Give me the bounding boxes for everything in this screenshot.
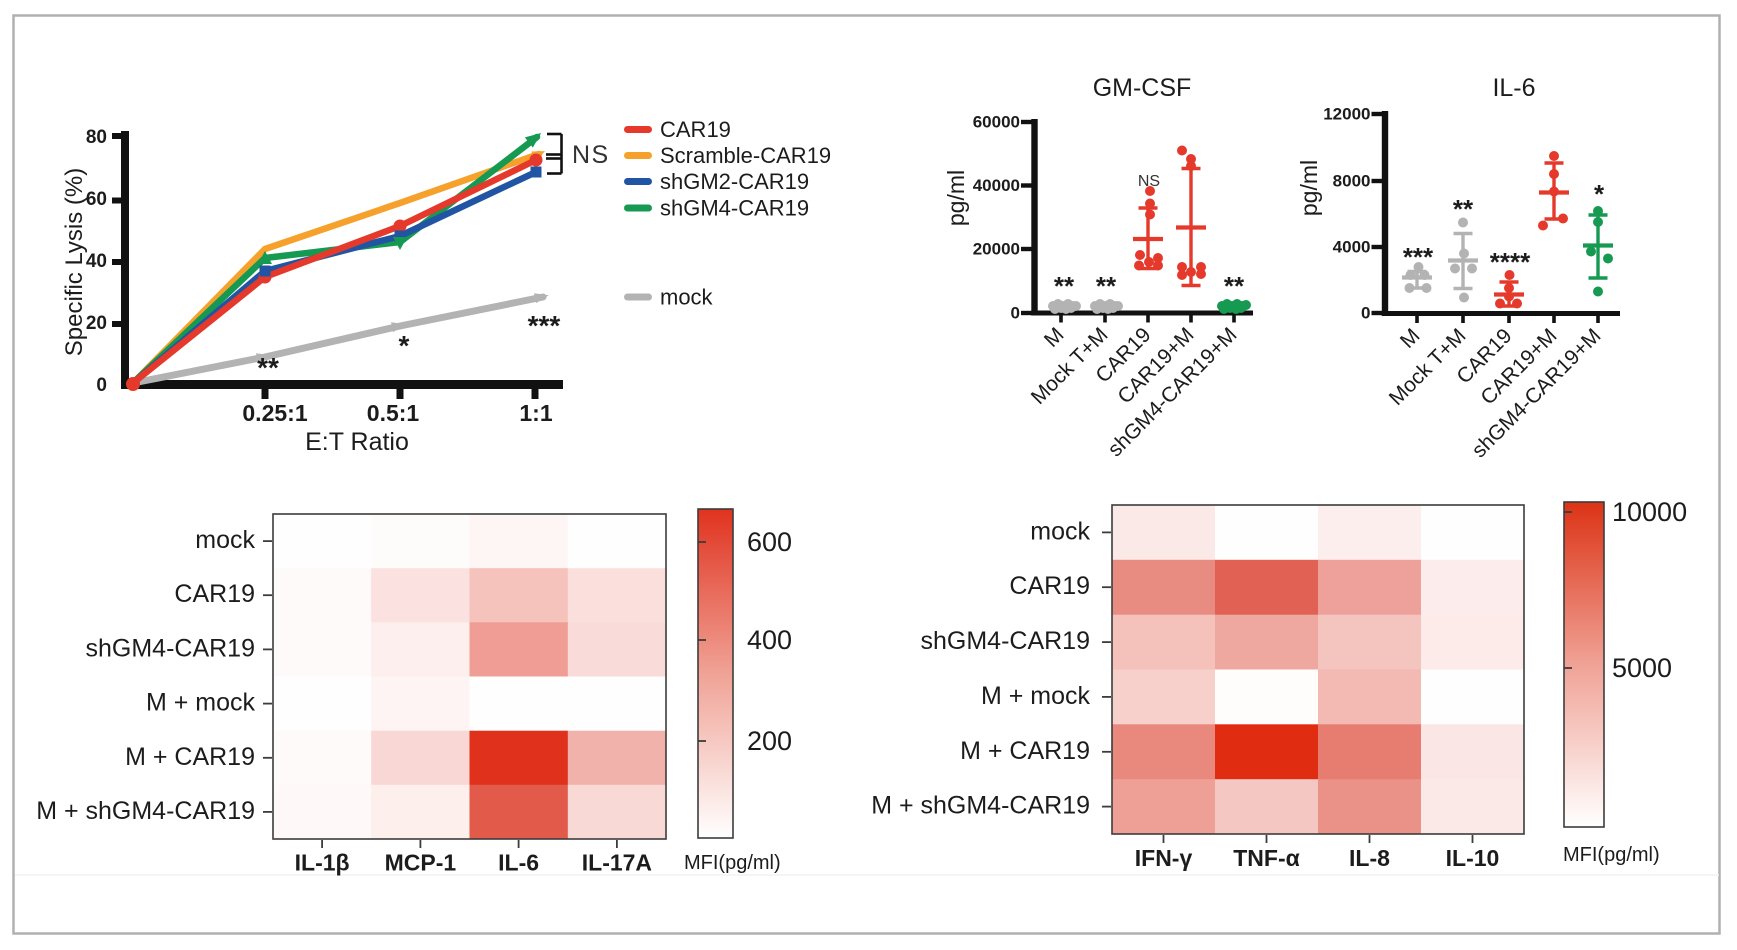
svg-text:*: * xyxy=(1594,179,1605,209)
svg-text:**: ** xyxy=(1096,271,1117,301)
svg-text:**: ** xyxy=(1453,194,1474,224)
svg-text:GM-CSF: GM-CSF xyxy=(1093,74,1192,102)
svg-text:shGM4-CAR19: shGM4-CAR19 xyxy=(86,634,256,662)
svg-text:***: *** xyxy=(1403,242,1434,272)
svg-text:M + CAR19: M + CAR19 xyxy=(960,737,1090,765)
svg-text:CAR19: CAR19 xyxy=(174,580,255,608)
svg-text:M + mock: M + mock xyxy=(146,689,256,717)
svg-text:0.25:1: 0.25:1 xyxy=(242,400,307,426)
svg-text:0: 0 xyxy=(1361,304,1370,323)
svg-text:400: 400 xyxy=(747,625,792,655)
svg-text:60: 60 xyxy=(86,189,107,210)
svg-text:****: **** xyxy=(1490,247,1531,277)
svg-text:**: ** xyxy=(257,352,279,383)
svg-text:200: 200 xyxy=(747,726,792,756)
svg-text:NS: NS xyxy=(572,141,610,169)
svg-text:**: ** xyxy=(1224,271,1245,301)
svg-text:mock: mock xyxy=(195,526,255,554)
svg-text:M + shGM4-CAR19: M + shGM4-CAR19 xyxy=(36,797,255,825)
svg-text:IL-8: IL-8 xyxy=(1349,845,1390,871)
svg-text:CAR19: CAR19 xyxy=(660,117,731,142)
svg-text:60000: 60000 xyxy=(973,113,1020,132)
svg-text:80: 80 xyxy=(86,127,107,148)
svg-text:600: 600 xyxy=(747,527,792,557)
svg-text:IL-6: IL-6 xyxy=(1492,74,1535,102)
svg-text:M + CAR19: M + CAR19 xyxy=(125,743,255,771)
svg-text:40: 40 xyxy=(86,251,107,272)
svg-text:IFN-γ: IFN-γ xyxy=(1135,845,1193,871)
svg-text:0: 0 xyxy=(96,375,107,396)
svg-text:4000: 4000 xyxy=(1333,238,1371,257)
svg-text:10000: 10000 xyxy=(1612,497,1687,527)
svg-text:0.5:1: 0.5:1 xyxy=(367,400,420,426)
svg-text:IL-10: IL-10 xyxy=(1446,845,1500,871)
svg-text:E:T Ratio: E:T Ratio xyxy=(305,428,409,456)
svg-text:shGM4-CAR19: shGM4-CAR19 xyxy=(921,627,1091,655)
svg-text:M + mock: M + mock xyxy=(981,682,1091,710)
svg-text:TNF-α: TNF-α xyxy=(1233,845,1300,871)
svg-text:mock: mock xyxy=(1030,517,1090,545)
svg-text:CAR19: CAR19 xyxy=(1009,572,1090,600)
svg-text:pg/ml: pg/ml xyxy=(1296,160,1322,216)
svg-text:40000: 40000 xyxy=(973,176,1020,195)
svg-text:IL-17A: IL-17A xyxy=(582,850,652,876)
svg-text:mock: mock xyxy=(660,285,714,310)
svg-text:pg/ml: pg/ml xyxy=(943,170,969,226)
svg-text:12000: 12000 xyxy=(1323,105,1370,124)
svg-text:M + shGM4-CAR19: M + shGM4-CAR19 xyxy=(871,792,1090,820)
svg-text:IL-6: IL-6 xyxy=(498,850,539,876)
svg-text:shGM4-CAR19: shGM4-CAR19 xyxy=(660,196,809,221)
svg-text:NS: NS xyxy=(1138,173,1160,190)
svg-text:Scramble-CAR19: Scramble-CAR19 xyxy=(660,143,831,168)
svg-text:1:1: 1:1 xyxy=(519,400,552,426)
svg-text:8000: 8000 xyxy=(1333,172,1371,191)
svg-text:MCP-1: MCP-1 xyxy=(385,850,457,876)
svg-text:IL-1β: IL-1β xyxy=(295,850,350,876)
svg-text:***: *** xyxy=(528,310,561,341)
svg-text:MFI(pg/ml): MFI(pg/ml) xyxy=(1563,844,1660,866)
svg-text:0: 0 xyxy=(1011,304,1020,323)
svg-text:20: 20 xyxy=(86,313,107,334)
svg-text:*: * xyxy=(399,330,410,361)
svg-text:shGM2-CAR19: shGM2-CAR19 xyxy=(660,169,809,194)
svg-text:**: ** xyxy=(1054,271,1075,301)
svg-text:Specific Lysis (%): Specific Lysis (%) xyxy=(61,168,88,356)
svg-text:MFI(pg/ml): MFI(pg/ml) xyxy=(684,852,781,874)
svg-text:5000: 5000 xyxy=(1612,653,1672,683)
svg-text:20000: 20000 xyxy=(973,240,1020,259)
